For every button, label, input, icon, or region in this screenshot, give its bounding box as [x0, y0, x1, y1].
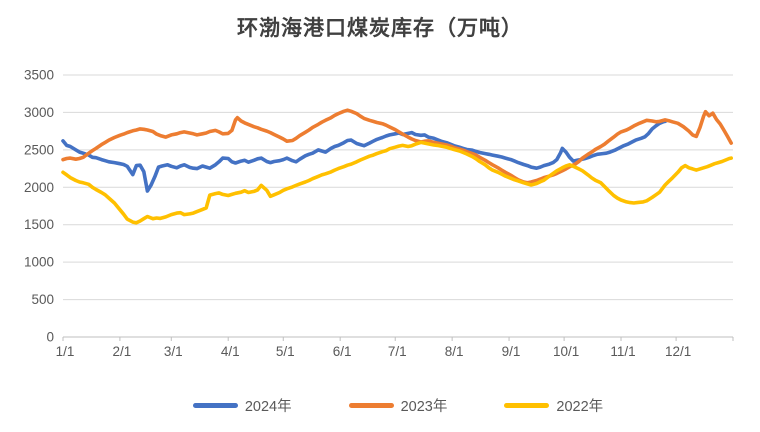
- x-axis-tick-label: 1/1: [56, 344, 75, 359]
- legend-label-2023: 2023年: [400, 398, 448, 415]
- x-axis-tick-label: 10/1: [553, 344, 579, 359]
- legend-item-2024: 2024年: [192, 395, 292, 416]
- x-axis-tick-label: 4/1: [221, 344, 240, 359]
- series-line-2024年: [61, 119, 667, 193]
- y-axis-tick-label: 3000: [24, 105, 54, 120]
- legend-swatch-2024-icon: [192, 402, 238, 408]
- y-axis-tick-label: 0: [46, 330, 54, 345]
- x-axis-tick-label: 12/1: [665, 344, 691, 359]
- series-line-2023年: [61, 108, 734, 185]
- x-axis-tick-label: 9/1: [502, 344, 521, 359]
- x-axis-tick-label: 7/1: [388, 344, 407, 359]
- y-axis-tick-label: 500: [31, 292, 54, 307]
- y-axis-tick-label: 3500: [24, 68, 54, 83]
- legend-swatch-2023-icon: [348, 402, 394, 408]
- x-axis-tick-label: 3/1: [164, 344, 183, 359]
- x-axis-tick-label: 2/1: [113, 344, 132, 359]
- y-axis-tick-label: 2000: [24, 180, 54, 195]
- x-axis-tick-label: 8/1: [445, 344, 464, 359]
- legend-item-2022: 2022年: [504, 395, 603, 416]
- y-axis-tick-label: 1500: [24, 217, 54, 232]
- legend-swatch-2022-icon: [504, 402, 550, 408]
- legend-item-2023: 2023年: [348, 395, 448, 416]
- x-axis-tick-label: 6/1: [333, 344, 352, 359]
- x-axis-tick-label: 5/1: [276, 344, 295, 359]
- legend-label-2022: 2022年: [556, 398, 604, 415]
- legend-label-2024: 2024年: [244, 398, 292, 415]
- chart-title: 环渤海港口煤炭库存（万吨）: [237, 17, 523, 40]
- x-axis-tick-label: 11/1: [610, 344, 635, 359]
- y-axis-tick-label: 2500: [24, 142, 54, 157]
- series-line-2022年: [61, 140, 734, 225]
- chart-legend: 2024年 2023年 2022年: [63, 392, 733, 418]
- y-axis-tick-label: 1000: [24, 255, 54, 270]
